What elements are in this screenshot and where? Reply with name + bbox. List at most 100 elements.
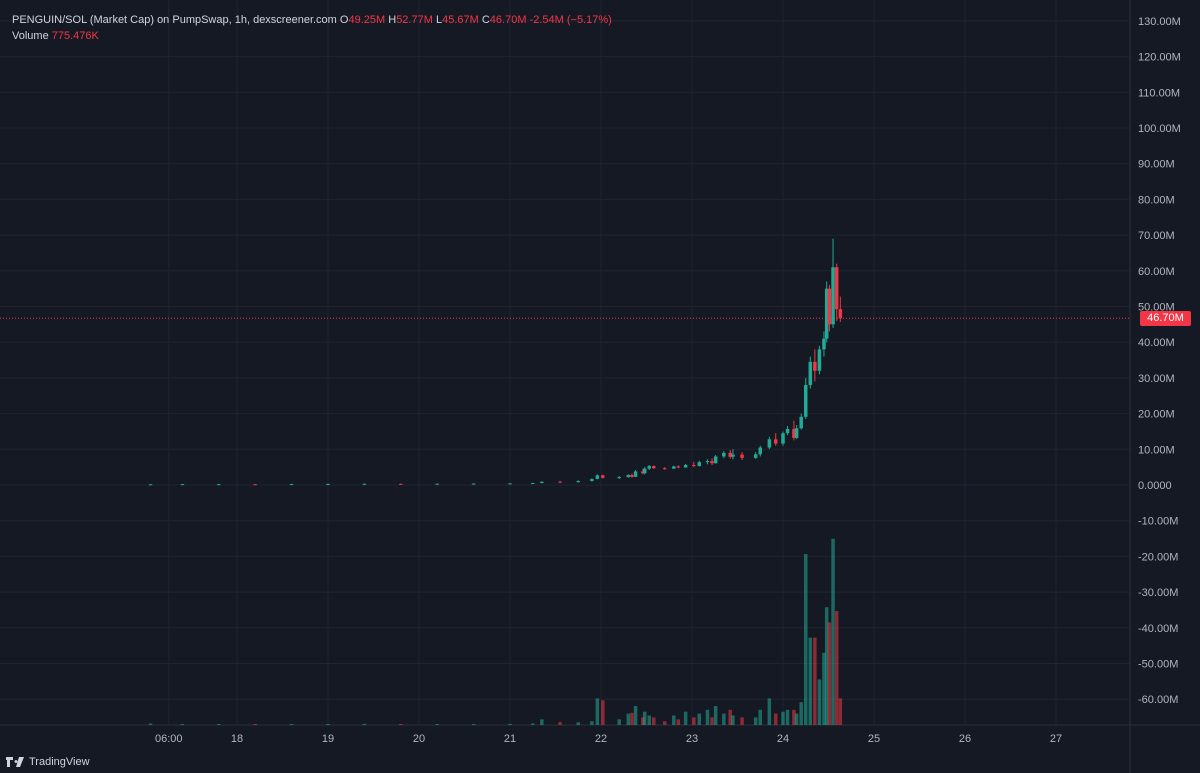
y-tick-label: 0.0000 [1138,480,1172,492]
y-tick-label: 70.00M [1138,230,1175,242]
volume-bar [576,722,580,725]
volume-bar [817,679,822,725]
candle-body [827,288,832,325]
candle-body [362,483,367,485]
high-label: H [388,14,397,26]
candle-body [758,447,762,455]
candle-body [781,433,785,444]
y-tick-label: 60.00M [1138,266,1175,278]
x-tick-label: 20 [413,733,425,745]
volume-bar [617,719,621,725]
candle-body [676,466,681,468]
y-tick-label: -50.00M [1138,659,1178,671]
candle-body [799,416,803,429]
volume-value: 775.476K [51,30,99,42]
volume-bar [590,721,594,725]
candle-body [792,428,796,438]
candle-body [808,361,813,386]
volume-bar [626,713,631,725]
candle-body [148,484,153,486]
volume-bar [326,724,330,725]
y-tick-label: -40.00M [1138,623,1178,635]
chart-legend: PENGUIN/SOL (Market Cap) on PumpSwap, 1h… [12,12,612,44]
time-axis[interactable]: 06:00 18 19 20 21 22 23 24 25 26 27 [155,733,1062,745]
candle-body [576,481,580,483]
legend-ohlc-row: PENGUIN/SOL (Market Cap) on PumpSwap, 1h… [12,12,612,28]
candle-body [710,461,714,464]
volume-bar [824,607,829,725]
y-tick-label: 80.00M [1138,194,1175,206]
volume-bar [595,698,600,725]
volume-bar [672,715,676,725]
volume-bar [641,717,645,725]
volume-bar [642,711,647,725]
candle-body [508,483,512,485]
brand-label: TradingView [29,756,90,768]
candle-body [813,361,817,371]
candle-body [767,439,772,448]
volume-bar [799,702,803,725]
volume-bar [822,652,826,725]
y-tick-label: -30.00M [1138,587,1178,599]
candle-body [740,454,744,458]
candle-body [713,456,718,464]
candle-body [722,452,726,457]
volume-bar [713,706,718,725]
candle-body [647,466,651,469]
candle-body [838,309,843,319]
volume-bar [662,721,667,725]
candle-body [531,483,535,485]
candle-body [399,483,403,485]
volume-bar [148,723,153,725]
volume-bar [792,709,796,725]
symbol-title: PENGUIN/SOL (Market Cap) on PumpSwap, 1h… [12,14,337,26]
candle-body [817,349,822,371]
candle-body [326,483,330,485]
volume-bar [834,611,839,725]
volume-bar [773,713,778,725]
low-value: 45.67M [442,14,479,26]
volume-label: Volume [12,30,49,42]
x-tick-label: 18 [231,733,243,745]
y-tick-label: 90.00M [1138,159,1175,171]
candle-body [728,452,732,457]
volume-bar [399,724,403,725]
candle-body [471,483,476,485]
y-tick-label: 50.00M [1138,302,1175,314]
x-tick-label: 26 [959,733,971,745]
candle-body [731,454,735,457]
candle-body [705,461,710,463]
volume-bar [362,723,367,725]
close-label: C [481,14,490,26]
volume-bar [808,637,813,725]
volume-bar [652,717,656,725]
tradingview-logo[interactable]: TradingView [6,756,90,768]
volume-bar [531,723,535,725]
y-tick-label: 10.00M [1138,444,1175,456]
volume-bar [838,698,843,725]
x-tick-label: 27 [1050,733,1062,745]
change-value: -2.54M (−5.17%) [529,14,612,26]
y-tick-label: 110.00M [1138,87,1180,99]
legend-volume-row: Volume 775.476K [12,28,612,44]
candle-body [804,385,808,417]
volume-bar [676,719,681,725]
candle-body [662,468,667,470]
candle-body [590,478,594,482]
volume-bar [731,715,735,725]
volume-bar [633,706,638,725]
price-axis[interactable]: 130.00M 120.00M 110.00M 100.00M 90.00M 80.00M… [1138,16,1181,706]
candle-body [633,471,638,477]
volume-bar [758,709,762,725]
volume-bar [601,700,605,725]
candle-body [773,439,778,444]
low-label: L [435,14,443,26]
y-tick-label: -10.00M [1138,516,1178,528]
volume-bar [785,709,790,725]
current-price-tag: 46.70M [1140,310,1191,326]
candle-body [652,466,656,469]
y-tick-label: 40.00M [1138,337,1175,349]
open-value: 49.25M [348,14,386,26]
